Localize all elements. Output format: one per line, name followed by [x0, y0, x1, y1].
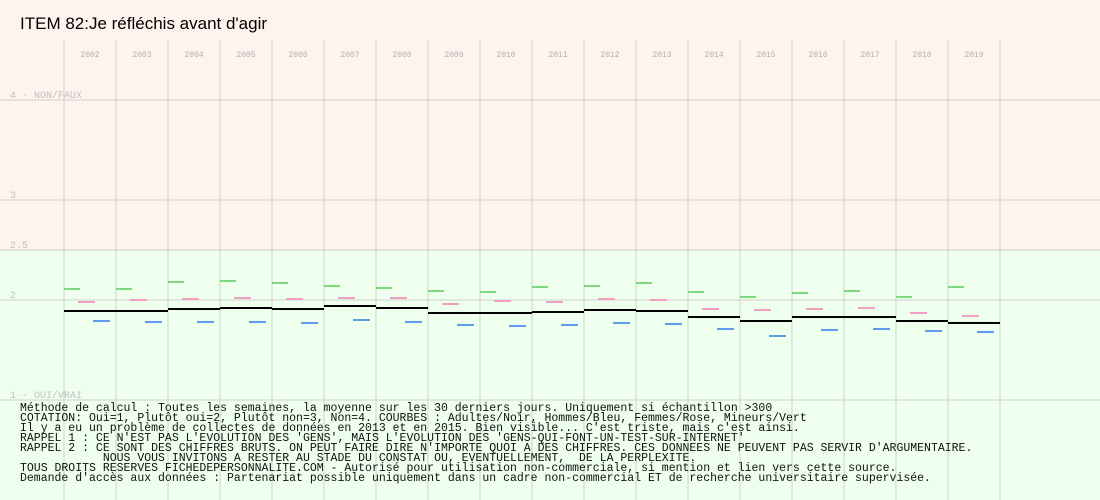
x-tick-label: 2014 — [704, 51, 723, 60]
note-line: Méthode de calcul : Toutes les semaines,… — [20, 402, 772, 415]
note-line: Il y a eu un problème de collectes de do… — [20, 422, 800, 435]
x-tick-label: 2012 — [600, 51, 619, 60]
x-tick-label: 2004 — [184, 51, 203, 60]
note-line: TOUS DROITS RESERVES FICHEDEPERSONNALITE… — [20, 462, 896, 475]
upper-band — [0, 0, 1100, 250]
x-tick-label: 2008 — [392, 51, 411, 60]
y-tick-label: 4 - NON/FAUX — [10, 90, 82, 102]
x-tick-label: 2007 — [340, 51, 359, 60]
y-tick-label: 3 — [10, 191, 16, 202]
x-tick-label: 2018 — [912, 51, 931, 60]
chart-title: ITEM 82:Je réfléchis avant d'agir — [20, 14, 267, 33]
y-tick-label: 1 - OUI/VRAI — [10, 390, 82, 402]
x-tick-label: 2010 — [496, 51, 515, 60]
x-tick-label: 2016 — [808, 51, 827, 60]
y-tick-label: 2.5 — [10, 241, 28, 252]
x-tick-label: 2002 — [80, 51, 99, 60]
lower-band — [0, 250, 1100, 500]
y-tick-label: 2 — [10, 291, 16, 302]
x-tick-label: 2005 — [236, 51, 255, 60]
x-tick-label: 2006 — [288, 51, 307, 60]
note-line: NOUS VOUS INVITONS A RESTER AU STADE DU … — [20, 452, 696, 465]
note-line: RAPPEL 1 : CE N'EST PAS L'EVOLUTION DES … — [20, 432, 745, 445]
x-tick-label: 2015 — [756, 51, 775, 60]
x-tick-label: 2017 — [860, 51, 879, 60]
x-tick-label: 2019 — [964, 51, 983, 60]
note-line: COTATION: Oui=1, Plutôt oui=2, Plutôt no… — [20, 412, 807, 425]
note-line: RAPPEL 2 : CE SONT DES CHIFFRES BRUTS. O… — [20, 442, 972, 455]
x-tick-label: 2009 — [444, 51, 463, 60]
x-tick-label: 2003 — [132, 51, 151, 60]
note-line: Demande d'accès aux données : Partenaria… — [20, 472, 931, 485]
x-tick-label: 2011 — [548, 51, 567, 60]
x-tick-label: 2013 — [652, 51, 671, 60]
